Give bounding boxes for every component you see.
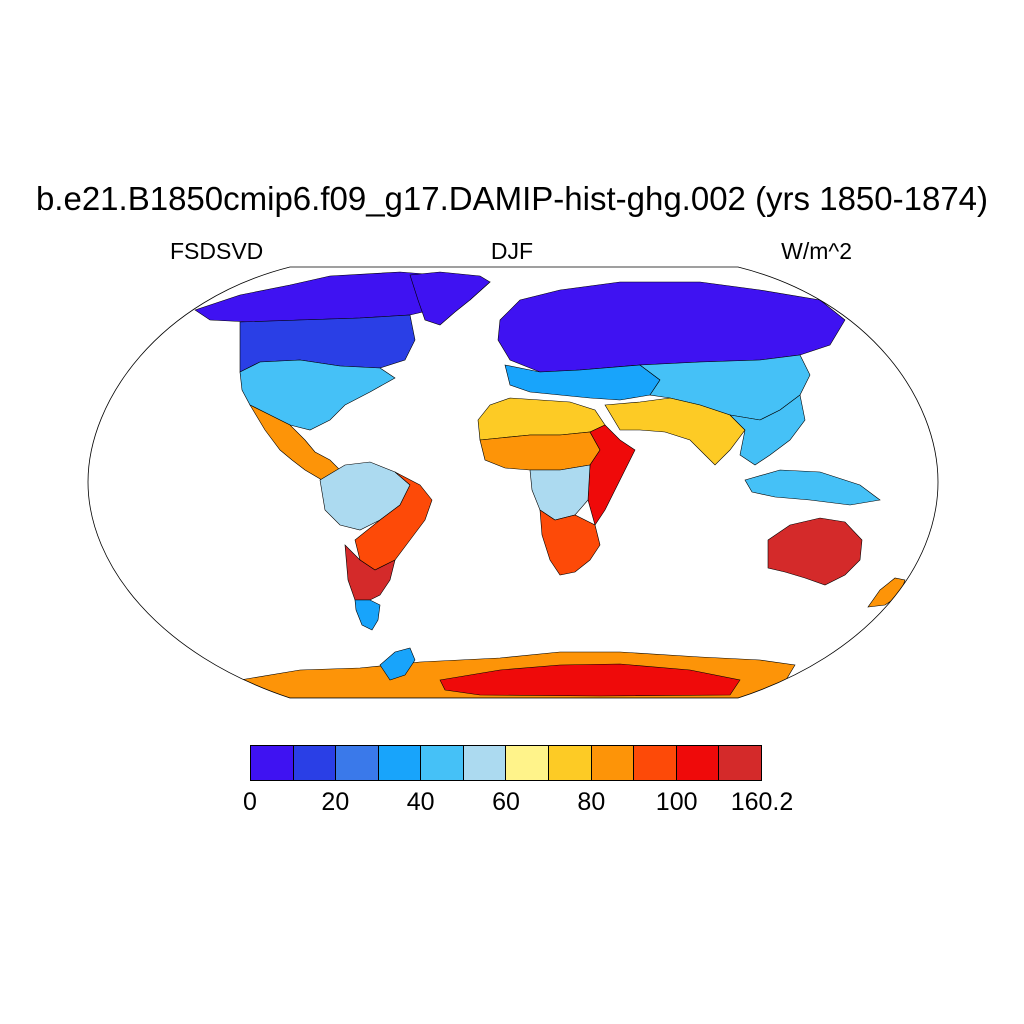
colorbar-box-1 (293, 746, 337, 780)
colorbar-label-1: 20 (321, 788, 350, 816)
colorbar-box-0 (251, 746, 294, 780)
colorbar-box-9 (634, 746, 677, 780)
colorbar-label-3: 60 (492, 788, 520, 816)
region-antarctica-interior (439, 663, 741, 697)
colorbar-box-8 (591, 746, 635, 780)
colorbar-label-2: 40 (406, 788, 435, 816)
colorbar-label-6: 160.2 (730, 788, 794, 816)
units-label: W/m^2 (781, 238, 852, 264)
variable-label: FSDSVD (170, 238, 264, 264)
colorbar-box-3 (378, 746, 422, 780)
colorbar (250, 745, 762, 781)
region-patagonia (354, 599, 381, 631)
map-boundary (87, 266, 939, 699)
plot-title: b.e21.B1850cmip6.f09_g17.DAMIP-hist-ghg.… (35, 180, 989, 217)
season-label: DJF (490, 238, 534, 264)
region-europe (504, 364, 661, 401)
colorbar-box-2 (336, 746, 379, 780)
colorbar-box-5 (463, 746, 507, 780)
region-arabia-india (604, 397, 746, 466)
region-greenland (409, 271, 491, 326)
colorbar-labels: 0 20 40 60 80 100 160.2 (0, 788, 1024, 818)
colorbar-label-4: 80 (577, 788, 606, 816)
region-australia (767, 517, 863, 586)
colorbar-label-5: 100 (655, 788, 698, 816)
region-southern-africa (539, 509, 601, 576)
colorbar-box-4 (421, 746, 464, 780)
region-east-africa (587, 424, 636, 526)
colorbar-box-10 (676, 746, 720, 780)
region-maritime-continent (744, 469, 881, 506)
region-argentina (344, 544, 396, 601)
colorbar-box-11 (719, 746, 761, 780)
colorbar-box-6 (506, 746, 550, 780)
region-antarctic-peninsula (379, 647, 416, 681)
region-southeast-asia (729, 394, 806, 466)
colorbar-label-0: 0 (243, 788, 257, 816)
region-eurasia-north (497, 281, 846, 373)
colorbar-box-7 (549, 746, 592, 780)
